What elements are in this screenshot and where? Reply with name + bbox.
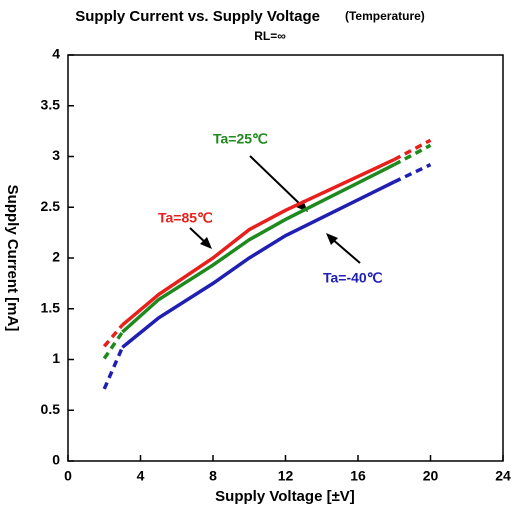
series-label: Ta=25℃ [213, 131, 268, 147]
x-tick-label: 20 [423, 468, 439, 484]
series-label: Ta=85℃ [158, 210, 213, 226]
series-line [393, 163, 432, 184]
arrow-head [200, 237, 212, 249]
series-line [121, 157, 395, 327]
chart-title-note: (Temperature) [345, 9, 425, 23]
series-line [102, 346, 124, 390]
series-line [393, 138, 432, 162]
y-tick-label: 3.5 [41, 96, 61, 112]
x-tick-label: 16 [350, 468, 366, 484]
series-line [121, 180, 396, 349]
chart-subtitle: RL=∞ [254, 29, 286, 43]
plot-frame [67, 54, 504, 462]
y-tick-label: 2 [52, 249, 60, 265]
series-label: Ta=-40℃ [323, 270, 383, 286]
chart-title: Supply Current vs. Supply Voltage [75, 8, 320, 25]
series-line [102, 331, 124, 360]
series-line [121, 163, 396, 334]
y-tick-label: 2.5 [41, 198, 61, 214]
y-tick-label: 1.5 [41, 299, 61, 315]
y-tick-label: 1 [52, 350, 60, 366]
x-tick-label: 8 [209, 468, 217, 484]
y-tick-label: 4 [52, 46, 60, 62]
arrow [249, 155, 304, 208]
x-tick-label: 24 [495, 468, 511, 484]
x-axis-label: Supply Voltage [±V] [215, 488, 355, 505]
series-line [102, 323, 124, 348]
arrow-head [326, 233, 338, 245]
y-axis-label: Supply Current [mA] [4, 185, 21, 332]
x-tick-label: 12 [278, 468, 294, 484]
y-tick-label: 0.5 [41, 401, 61, 417]
arrows [189, 155, 361, 264]
y-tick-label: 3 [52, 147, 60, 163]
series-line [393, 143, 432, 167]
x-tick-label: 4 [137, 468, 145, 484]
y-tick-label: 0 [52, 452, 60, 468]
arrow [330, 237, 361, 264]
x-tick-label: 0 [64, 468, 72, 484]
